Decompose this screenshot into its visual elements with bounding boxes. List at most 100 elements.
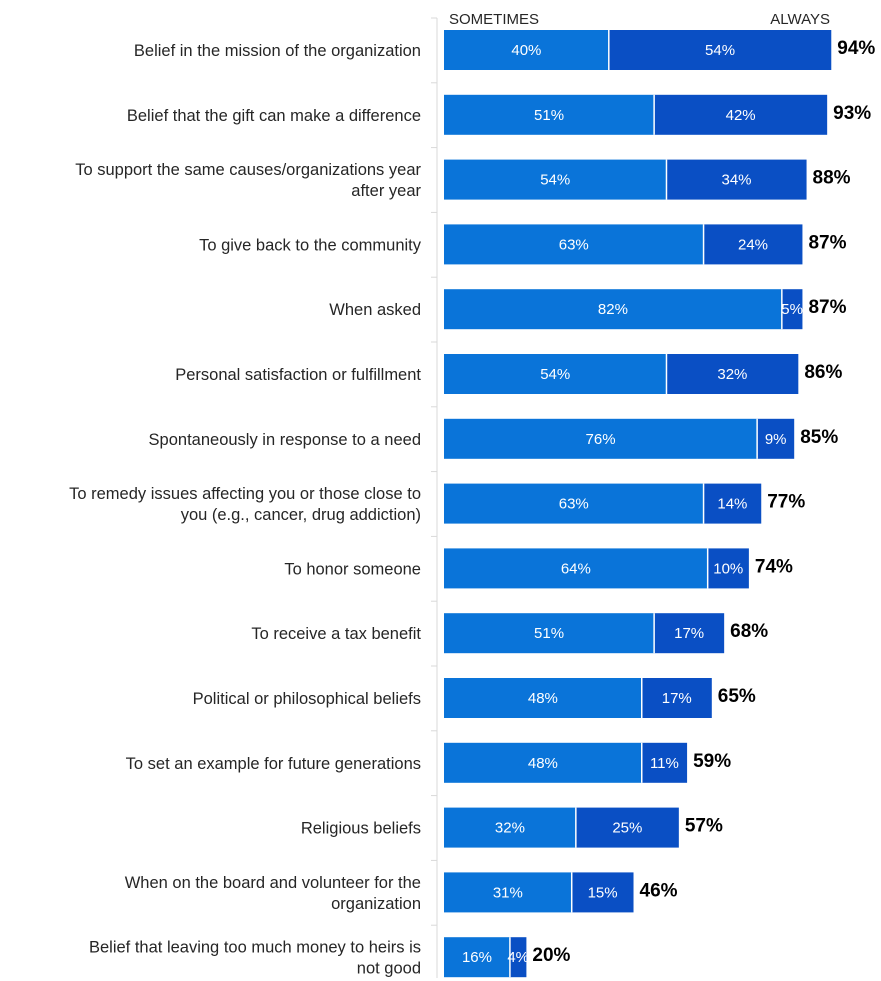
bar-always [781, 289, 803, 330]
value-label-sometimes: 48% [528, 755, 558, 772]
bar-always [666, 354, 799, 394]
value-label-sometimes: 64% [561, 560, 591, 577]
total-label: 93% [833, 103, 871, 124]
total-label: 59% [693, 751, 731, 772]
value-label-always: 24% [738, 236, 768, 253]
value-label-sometimes: 82% [598, 301, 628, 318]
value-label-always: 11% [650, 755, 679, 772]
category-label: To set an example for future generations [126, 755, 421, 773]
value-label-always: 54% [705, 42, 735, 59]
category-label: To support the same causes/organizations… [75, 161, 421, 200]
category-label: Belief that the gift can make a differen… [127, 107, 421, 125]
total-label: 87% [808, 297, 846, 318]
bar-always [666, 159, 807, 200]
category-label: To receive a tax benefit [251, 625, 421, 643]
value-label-sometimes: 51% [534, 107, 564, 124]
bar-sometimes [444, 94, 655, 135]
value-label-sometimes: 76% [586, 431, 616, 448]
category-label: When asked [329, 301, 421, 319]
value-label-always: 17% [674, 625, 704, 642]
bar-always [703, 224, 803, 265]
value-label-sometimes: 40% [511, 42, 541, 59]
bar-always [575, 807, 679, 848]
total-label: 57% [685, 816, 723, 837]
bar-sometimes [444, 548, 708, 589]
legend-always: ALWAYS [770, 11, 830, 28]
bar-sometimes [444, 613, 655, 654]
category-label: Religious beliefs [301, 820, 421, 838]
total-label: 86% [804, 362, 842, 383]
category-label: Spontaneously in response to a need [149, 431, 421, 449]
bar-row: To receive a tax benefit 51% 17% 68% [251, 613, 768, 654]
bar-row: When on the board and volunteer for the o… [125, 872, 678, 913]
bar-sometimes [444, 807, 576, 848]
total-label: 94% [837, 38, 875, 59]
bar-always [571, 872, 634, 913]
value-label-always: 15% [588, 884, 618, 901]
total-label: 85% [800, 427, 838, 448]
bar-always [509, 937, 527, 978]
bar-row: Political or philosophical beliefs 48% 17%… [193, 678, 756, 718]
bar-row: To support the same causes/organizations… [75, 159, 851, 200]
total-label: 88% [813, 168, 851, 189]
bar-row: Spontaneously in response to a need 76% 9%… [149, 418, 838, 459]
total-label: 74% [755, 556, 793, 577]
bars-group: Belief in the mission of the organizatio… [69, 30, 875, 978]
bar-sometimes [444, 742, 642, 783]
bar-sometimes [444, 30, 609, 70]
category-label: Belief that leaving too much money to he… [89, 939, 421, 978]
bar-sometimes [444, 483, 704, 524]
bar-always [654, 94, 828, 135]
bar-row: Belief in the mission of the organizatio… [134, 30, 875, 70]
total-label: 87% [808, 232, 846, 253]
bar-sometimes [444, 159, 667, 200]
bar-row: To give back to the community 63% 24% 87% [199, 224, 847, 265]
value-label-sometimes: 63% [559, 236, 589, 253]
category-label: To honor someone [284, 560, 421, 578]
total-label: 20% [532, 945, 570, 966]
bar-row: To honor someone 64% 10% 74% [284, 548, 793, 589]
bar-always [608, 30, 832, 70]
value-label-sometimes: 54% [540, 366, 570, 383]
value-label-sometimes: 16% [462, 949, 492, 966]
total-label: 65% [718, 686, 756, 707]
bar-sometimes [444, 289, 782, 330]
value-label-sometimes: 31% [493, 884, 523, 901]
bar-row: Personal satisfaction or fulfillment 54% 3… [175, 354, 842, 394]
category-label: Political or philosophical beliefs [193, 690, 421, 708]
value-label-always: 25% [612, 820, 642, 837]
bar-row: Belief that leaving too much money to he… [89, 937, 571, 978]
bar-sometimes [444, 937, 510, 978]
value-label-always: 14% [717, 496, 747, 513]
value-label-sometimes: 54% [540, 172, 570, 189]
bar-always [641, 678, 712, 718]
value-label-sometimes: 63% [559, 496, 589, 513]
bar-row: When asked 82% 5% 87% [329, 289, 847, 330]
category-axis-ticks [431, 17, 437, 926]
category-label: To remedy issues affecting you or those … [69, 485, 421, 524]
value-label-always: 10% [713, 560, 743, 577]
category-label: To give back to the community [199, 236, 422, 254]
total-label: 77% [767, 492, 805, 513]
bar-row: To remedy issues affecting you or those … [69, 483, 805, 524]
bar-row: To set an example for future generations… [126, 742, 731, 783]
value-label-sometimes: 32% [495, 820, 525, 837]
bar-sometimes [444, 872, 572, 913]
value-label-sometimes: 48% [528, 690, 558, 707]
value-label-always: 9% [765, 431, 787, 448]
bar-sometimes [444, 418, 758, 459]
bar-always [641, 742, 688, 783]
value-label-sometimes: 51% [534, 625, 564, 642]
bar-sometimes [444, 678, 642, 718]
category-label: Personal satisfaction or fulfillment [175, 366, 421, 384]
legend-sometimes: SOMETIMES [449, 11, 539, 28]
bar-always [707, 548, 749, 589]
bar-sometimes [444, 224, 704, 265]
value-label-always: 34% [722, 172, 752, 189]
bar-always [757, 418, 795, 459]
value-label-always: 5% [781, 301, 803, 318]
bar-row: Belief that the gift can make a differen… [127, 94, 871, 135]
value-label-always: 17% [662, 690, 692, 707]
value-label-always: 42% [726, 107, 756, 124]
